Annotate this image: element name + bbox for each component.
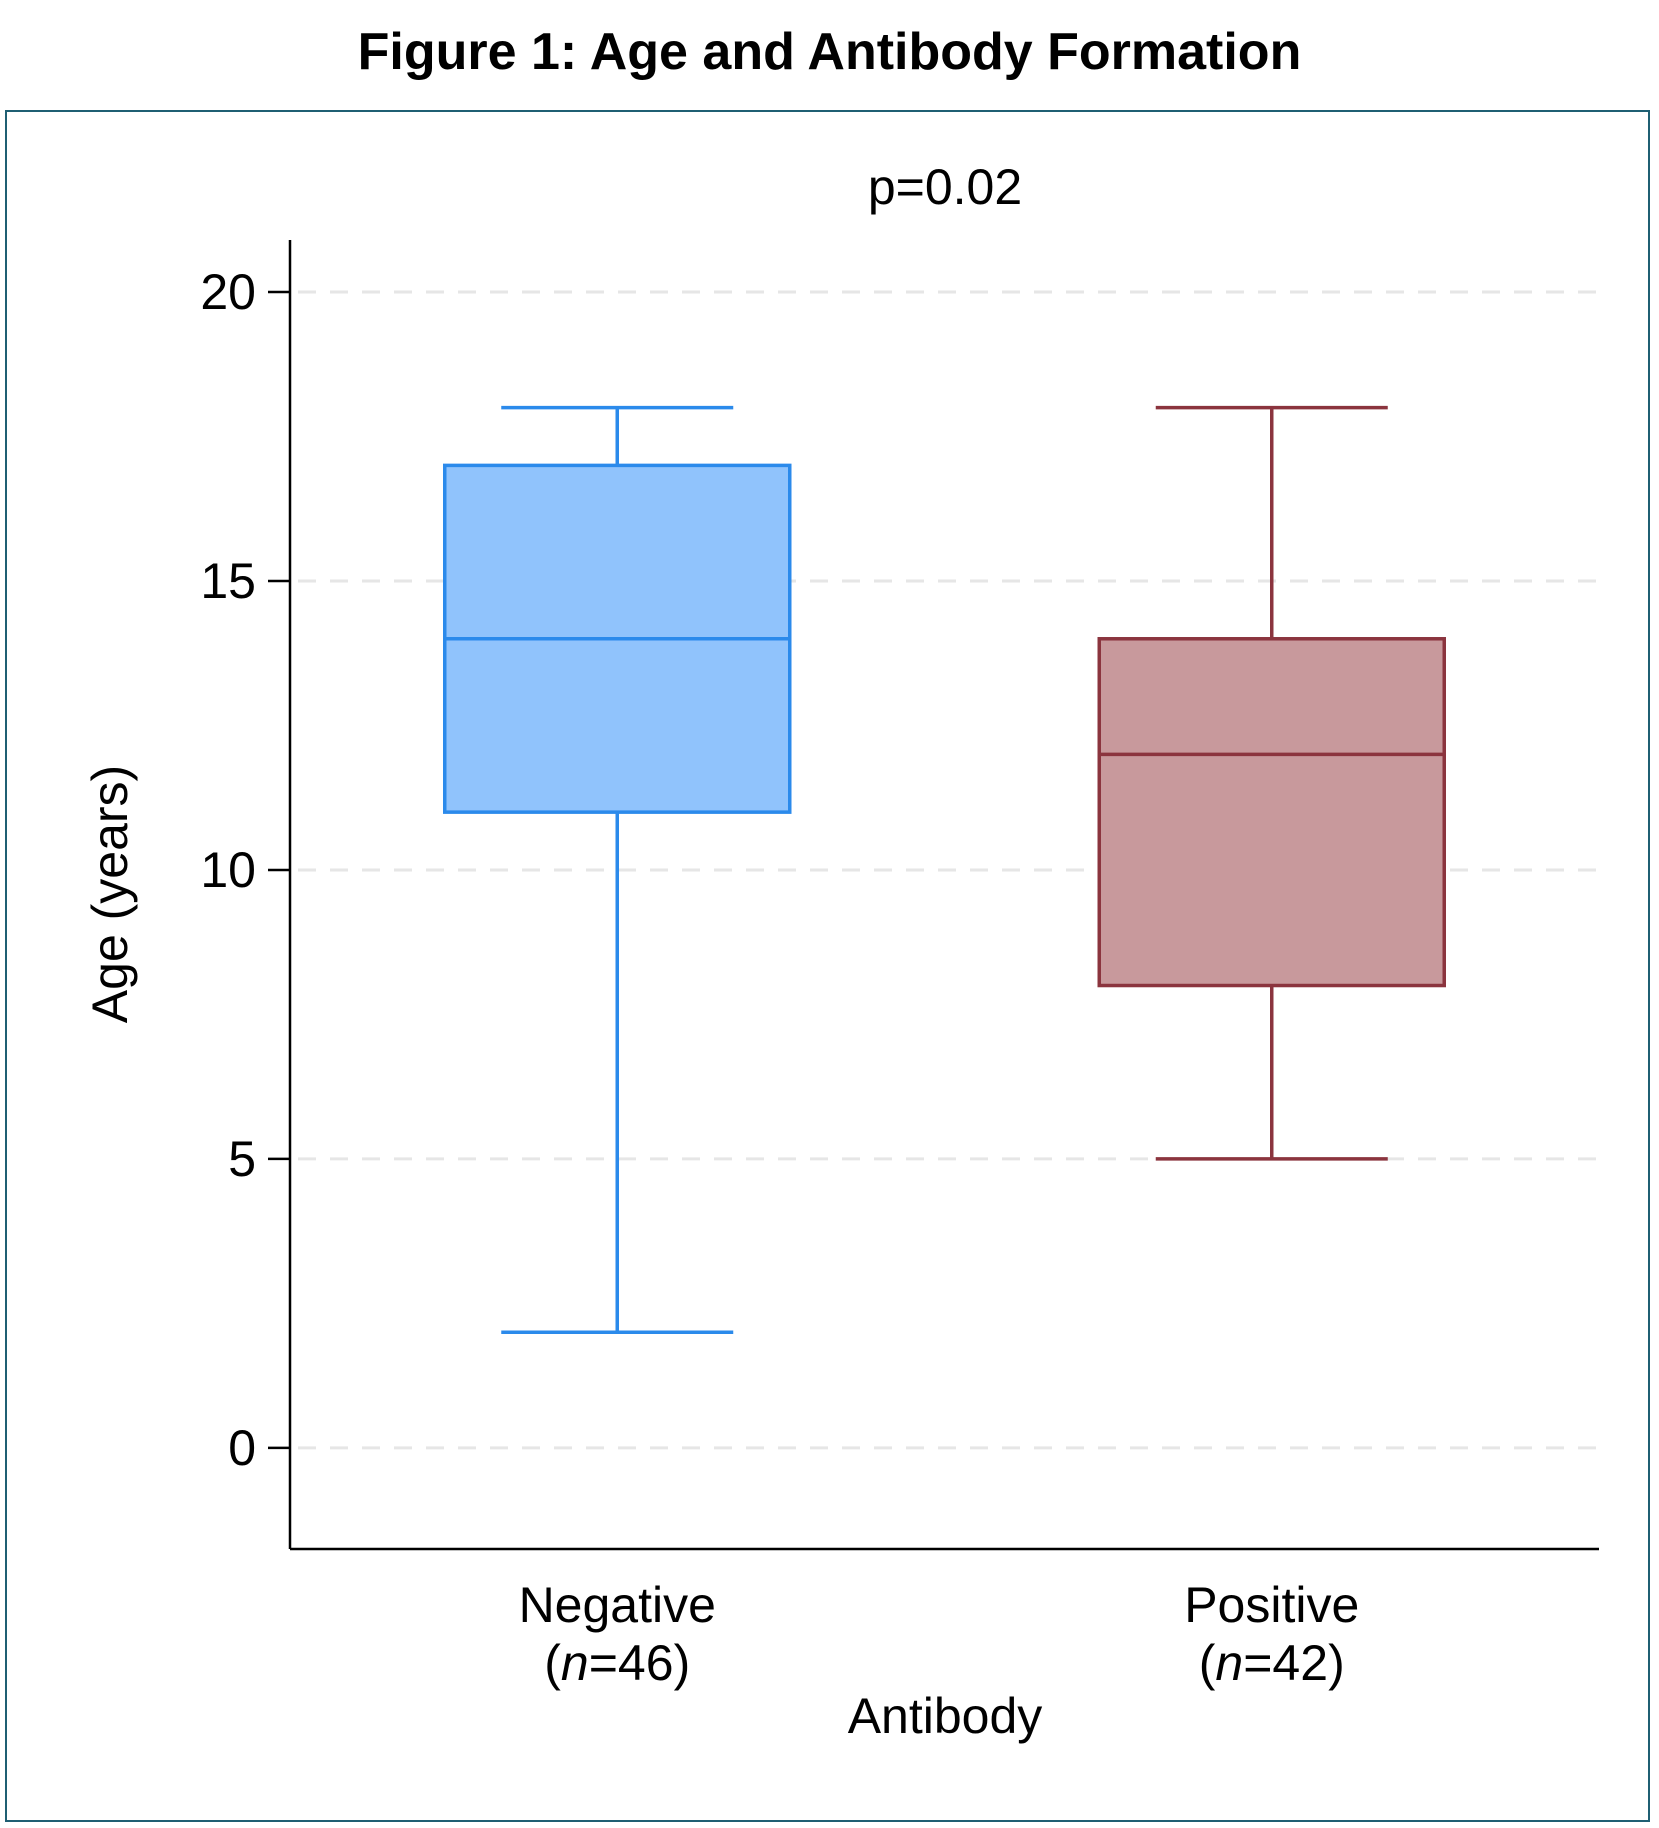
- x-tick-labels: Negative(n=46)Positive(n=42): [519, 1577, 1360, 1691]
- n-close-paren: ): [674, 1635, 691, 1691]
- x-tick-label-positive: Positive: [1184, 1577, 1359, 1633]
- n-symbol: n: [561, 1635, 589, 1691]
- n-value: =46: [589, 1635, 674, 1691]
- n-open-paren: (: [544, 1635, 561, 1691]
- y-tick-label-10: 10: [200, 842, 256, 898]
- chart-panel: p=0.02 0 5 10 15 20 Negative (n=46) Positive (n…: [5, 110, 1650, 1822]
- n-value: =42: [1243, 1635, 1328, 1691]
- box-group-negative: [443, 405, 792, 1335]
- y-tick-label-15: 15: [200, 553, 256, 609]
- n-open-paren: (: [1199, 1635, 1216, 1691]
- x-axis-label: Antibody: [848, 1688, 1043, 1744]
- y-tick-label-5: 5: [228, 1131, 256, 1187]
- iqr-box-positive: [1097, 637, 1446, 988]
- n-label-positive: (n=42): [1199, 1635, 1345, 1691]
- gridlines: [298, 290, 1599, 1450]
- boxes: [443, 405, 1446, 1335]
- n-label-negative: (n=46): [544, 1635, 690, 1691]
- y-tick-label-20: 20: [200, 264, 256, 320]
- axes: [288, 240, 1599, 1551]
- box-group-positive: [1097, 405, 1446, 1161]
- n-symbol: n: [1215, 1635, 1243, 1691]
- y-axis-label: Age (years): [82, 765, 138, 1023]
- x-tick-label-negative: Negative: [519, 1577, 716, 1633]
- n-close-paren: ): [1328, 1635, 1345, 1691]
- y-tick-label-0: 0: [228, 1420, 256, 1476]
- figure-title: Figure 1: Age and Antibody Formation: [357, 23, 1302, 81]
- y-ticks: 0 5 10 15 20: [200, 264, 290, 1476]
- chart-subtitle: p=0.02: [868, 159, 1022, 215]
